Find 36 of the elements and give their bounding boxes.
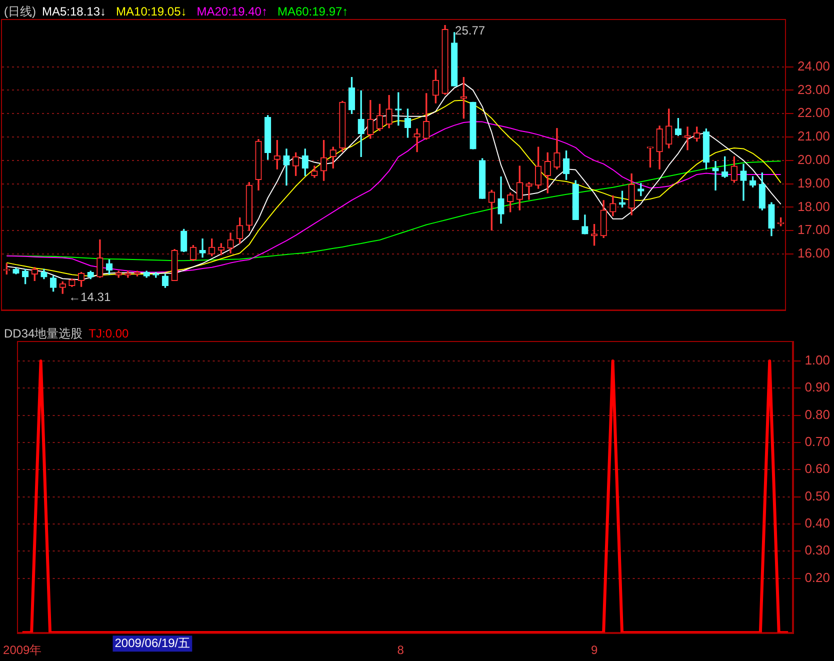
y-tick-label: 0.30 <box>804 542 830 558</box>
y-tick-label: 24.00 <box>797 58 830 74</box>
annotation: 25.77 <box>455 24 486 38</box>
candlestick <box>712 161 719 190</box>
y-tick-label: 17.00 <box>797 222 830 238</box>
candlestick <box>684 126 691 150</box>
text: MA10:19.05↓ <box>116 4 187 18</box>
annotation: ←14.31 <box>68 290 111 304</box>
text: MA20:19.40↑ <box>196 4 268 18</box>
y-tick-label: 0.50 <box>804 488 830 504</box>
y-tick-label: 0.60 <box>804 461 830 476</box>
y-tick-label: 22.00 <box>797 105 830 120</box>
x-tick-label: 9 <box>591 643 598 658</box>
y-tick-label: 19.00 <box>797 175 830 190</box>
y-tick-label: 1.00 <box>804 352 830 368</box>
y-tick-label: 23.00 <box>797 82 830 97</box>
chart-title: (日线) <box>4 4 36 18</box>
y-tick-label: 0.80 <box>804 406 830 422</box>
y-tick-label: 20.00 <box>797 152 830 167</box>
y-tick-label: 0.20 <box>804 570 830 585</box>
candlestick <box>199 238 206 258</box>
x-tick-label: 2009年 <box>3 643 42 658</box>
text: MA5:18.13↓ <box>42 4 106 18</box>
text: 2009/06/19/五 <box>114 636 190 650</box>
text: MA60:19.97↑ <box>277 4 348 18</box>
text: TJ:0.00 <box>88 326 130 340</box>
x-tick-label: 8 <box>397 643 404 658</box>
y-tick-label: 0.40 <box>804 516 830 531</box>
candlestick <box>526 182 532 200</box>
y-tick-label: 0.70 <box>804 434 830 450</box>
y-tick-label: 21.00 <box>797 128 830 144</box>
y-tick-label: 16.00 <box>797 246 830 261</box>
chart-title: DD34地量选股 <box>4 326 83 340</box>
y-tick-label: 18.00 <box>797 198 830 214</box>
candlestick <box>414 128 420 152</box>
y-tick-label: 0.90 <box>804 380 830 395</box>
